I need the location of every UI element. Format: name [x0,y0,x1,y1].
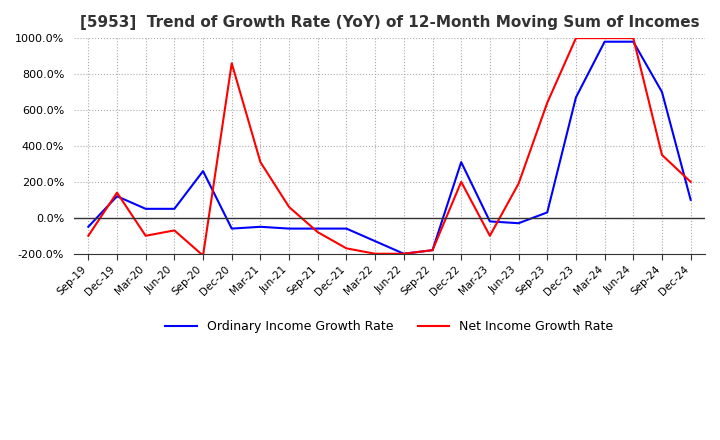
Line: Ordinary Income Growth Rate: Ordinary Income Growth Rate [89,42,690,254]
Net Income Growth Rate [428,248,437,253]
Line: Net Income Growth Rate: Net Income Growth Rate [89,38,690,256]
Ordinary Income Growth Rate [228,226,236,231]
Net Income Growth Rate [112,190,121,195]
Net Income Growth Rate [572,36,580,41]
Legend: Ordinary Income Growth Rate, Net Income Growth Rate: Ordinary Income Growth Rate, Net Income … [161,315,618,338]
Ordinary Income Growth Rate [543,210,552,215]
Net Income Growth Rate [170,228,179,233]
Net Income Growth Rate [629,36,638,41]
Ordinary Income Growth Rate [199,169,207,174]
Ordinary Income Growth Rate [141,206,150,212]
Ordinary Income Growth Rate [371,238,379,244]
Ordinary Income Growth Rate [285,226,294,231]
Ordinary Income Growth Rate [84,224,93,229]
Net Income Growth Rate [285,205,294,210]
Ordinary Income Growth Rate [313,226,322,231]
Ordinary Income Growth Rate [256,224,265,229]
Ordinary Income Growth Rate [686,197,695,202]
Net Income Growth Rate [141,233,150,238]
Net Income Growth Rate [686,179,695,184]
Net Income Growth Rate [256,159,265,165]
Title: [5953]  Trend of Growth Rate (YoY) of 12-Month Moving Sum of Incomes: [5953] Trend of Growth Rate (YoY) of 12-… [80,15,699,30]
Net Income Growth Rate [342,246,351,251]
Ordinary Income Growth Rate [342,226,351,231]
Net Income Growth Rate [457,179,466,184]
Net Income Growth Rate [371,251,379,257]
Net Income Growth Rate [657,152,666,158]
Ordinary Income Growth Rate [600,39,609,44]
Ordinary Income Growth Rate [112,194,121,199]
Net Income Growth Rate [543,100,552,106]
Ordinary Income Growth Rate [485,219,494,224]
Net Income Growth Rate [400,251,408,257]
Net Income Growth Rate [199,253,207,258]
Ordinary Income Growth Rate [170,206,179,212]
Net Income Growth Rate [313,230,322,235]
Ordinary Income Growth Rate [657,89,666,95]
Net Income Growth Rate [485,233,494,238]
Net Income Growth Rate [84,233,93,238]
Net Income Growth Rate [514,181,523,186]
Ordinary Income Growth Rate [572,95,580,100]
Ordinary Income Growth Rate [629,39,638,44]
Ordinary Income Growth Rate [400,251,408,257]
Ordinary Income Growth Rate [428,248,437,253]
Ordinary Income Growth Rate [514,220,523,226]
Ordinary Income Growth Rate [457,159,466,165]
Net Income Growth Rate [228,61,236,66]
Net Income Growth Rate [600,36,609,41]
